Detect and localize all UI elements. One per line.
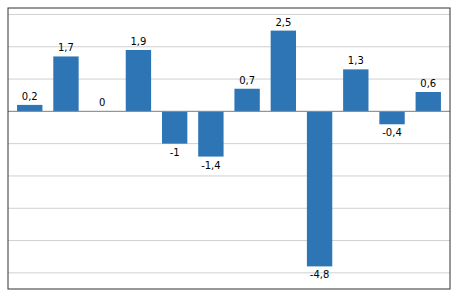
data-label: 1,3 [348, 55, 364, 66]
bar [234, 89, 259, 112]
bar [271, 31, 296, 112]
grid-line [8, 240, 450, 241]
grid-line [8, 46, 450, 47]
data-label: 0,7 [239, 75, 255, 86]
zero-line [8, 111, 450, 112]
bar [307, 111, 332, 266]
data-label: 1,7 [58, 42, 74, 53]
grid-line [8, 208, 450, 209]
chart: 0,2 1,7 0 1,9 -1 -1,4 0,7 2,5 -4,8 1,3 -0,4 0,6 [0, 0, 458, 297]
data-label: 0,2 [22, 91, 38, 102]
data-label: 2,5 [275, 17, 291, 28]
bar [126, 50, 151, 111]
data-label: 0,6 [420, 78, 436, 89]
data-label: -0,4 [382, 127, 402, 138]
bar [379, 111, 404, 124]
grid-line [8, 143, 450, 144]
grid [8, 14, 450, 272]
data-label: -4,8 [310, 269, 330, 280]
data-label: -1 [170, 147, 180, 158]
bar [17, 105, 42, 111]
plot-frame [8, 8, 450, 289]
data-labels: 0,2 1,7 0 1,9 -1 -1,4 0,7 2,5 -4,8 1,3 -0,4 0,6 [22, 17, 436, 281]
bar [343, 69, 368, 111]
data-label: 1,9 [130, 36, 146, 47]
chart-container: 0,2 1,7 0 1,9 -1 -1,4 0,7 2,5 -4,8 1,3 -0,4 0,6 [0, 0, 458, 297]
bars [17, 31, 441, 267]
bar [416, 92, 441, 111]
bar [198, 111, 223, 156]
grid-line [8, 175, 450, 176]
data-label: 0 [99, 97, 105, 108]
bar [53, 56, 78, 111]
data-label: -1,4 [201, 160, 221, 171]
plot-background [8, 8, 450, 289]
grid-line [8, 272, 450, 273]
bar [162, 111, 187, 143]
grid-line [8, 14, 450, 15]
grid-line [8, 111, 450, 112]
